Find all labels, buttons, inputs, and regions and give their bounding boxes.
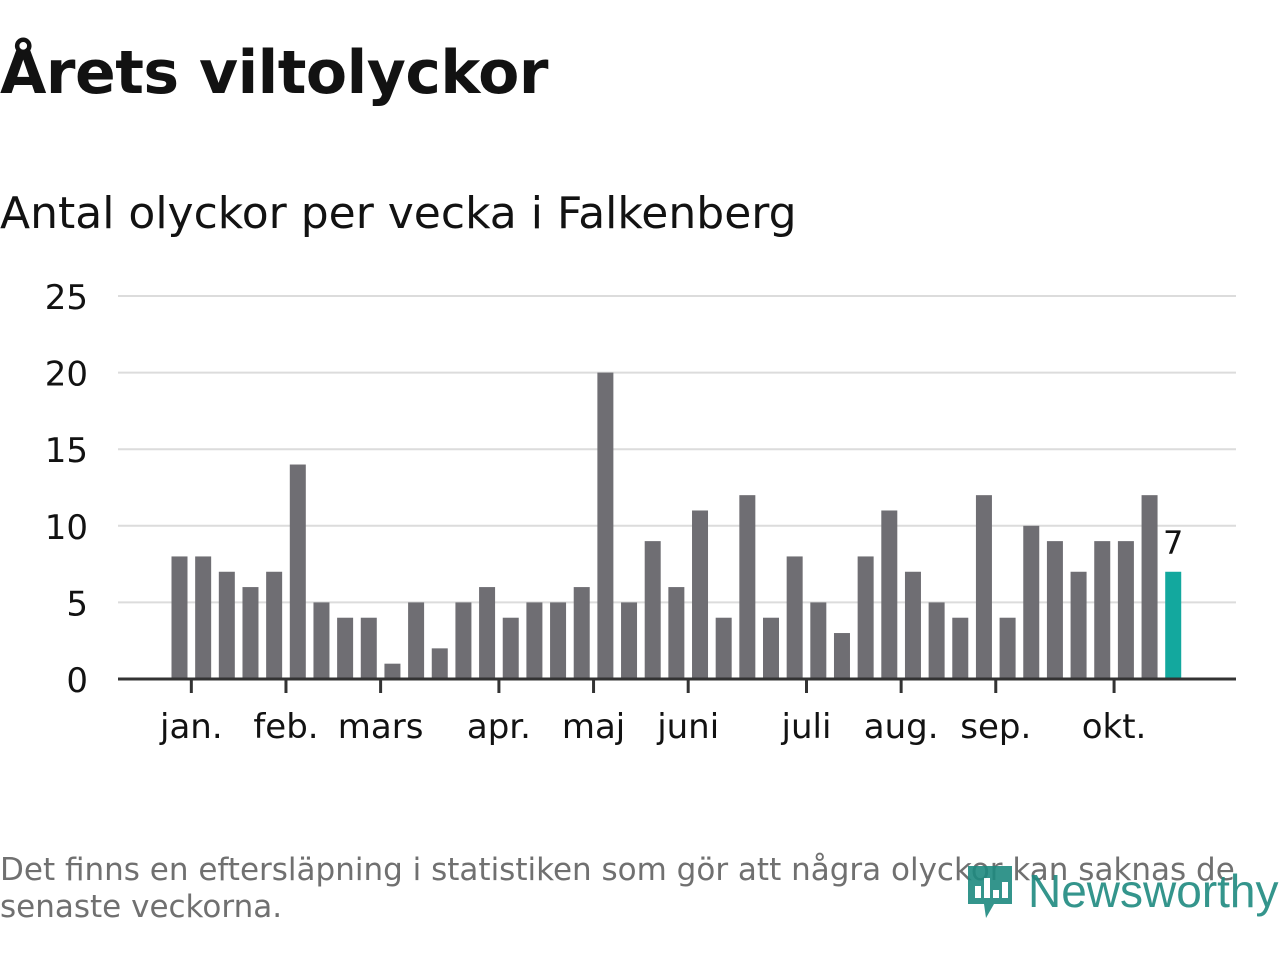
- bar: [739, 495, 756, 679]
- bar: [360, 617, 377, 679]
- bar: [975, 495, 992, 679]
- y-tick-label: 20: [45, 355, 88, 395]
- x-tick-label: aug.: [864, 707, 939, 747]
- y-tick-label: 10: [45, 508, 88, 548]
- brand-logo: Newsworthy: [964, 860, 1279, 922]
- bar: [1023, 525, 1040, 679]
- bar: [952, 617, 969, 679]
- bar: [313, 602, 330, 679]
- x-tick-label: mars: [338, 707, 424, 747]
- footnote: Det finns en eftersläpning i statistiken…: [0, 852, 1235, 926]
- bar: [408, 602, 425, 679]
- bar: [218, 571, 235, 679]
- x-tick-label: okt.: [1082, 707, 1147, 747]
- bar: [526, 602, 543, 679]
- bar: [266, 571, 283, 679]
- bar: [621, 602, 638, 679]
- y-tick-label: 5: [66, 584, 88, 624]
- bar: [786, 556, 803, 679]
- bar: [668, 587, 685, 679]
- bar: [692, 510, 709, 679]
- x-tick-label: apr.: [467, 707, 531, 747]
- bar: [644, 541, 661, 679]
- bar: [999, 617, 1016, 679]
- bar: [550, 602, 567, 679]
- bar: [904, 571, 921, 679]
- bar: [195, 556, 212, 679]
- chart-subtitle: Antal olyckor per vecka i Falkenberg: [0, 188, 797, 239]
- bar-highlight: [1165, 571, 1182, 679]
- bar: [1070, 571, 1087, 679]
- bar: [1141, 495, 1158, 679]
- bar: [1046, 541, 1063, 679]
- bar: [881, 510, 898, 679]
- x-tick-label: feb.: [253, 707, 318, 747]
- y-tick-label: 0: [66, 661, 88, 701]
- bar: [833, 633, 850, 679]
- bar: [810, 602, 827, 679]
- bar-chart: 0 5 10 15 20 25 7 jan. feb. mars apr. maj juni juli au…: [45, 278, 1236, 747]
- bar: [573, 587, 590, 679]
- bar: [502, 617, 519, 679]
- bar: [1117, 541, 1134, 679]
- bar: [1094, 541, 1111, 679]
- x-tick-label: juni: [656, 707, 719, 747]
- bar: [431, 648, 448, 679]
- data-label: 7: [1163, 524, 1183, 562]
- bar: [171, 556, 188, 679]
- bar: [479, 587, 496, 679]
- bar: [337, 617, 354, 679]
- bar: [928, 602, 945, 679]
- bar: [857, 556, 874, 679]
- bar: [455, 602, 472, 679]
- newsworthy-logo-icon: [968, 866, 1012, 918]
- x-tick-label: sep.: [960, 707, 1031, 747]
- y-tick-label: 15: [45, 431, 88, 471]
- bar: [384, 663, 401, 679]
- x-tick-label: maj: [562, 707, 625, 747]
- bar: [289, 464, 306, 679]
- bar: [715, 617, 732, 679]
- bar: [242, 587, 259, 679]
- brand-name: Newsworthy: [1028, 865, 1279, 917]
- bar: [597, 372, 614, 679]
- x-tick-label: jan.: [159, 707, 223, 747]
- bar: [763, 617, 779, 679]
- x-tick-label: juli: [781, 707, 832, 747]
- y-tick-label: 25: [45, 278, 88, 318]
- chart-title: Årets viltolyckor: [0, 38, 549, 108]
